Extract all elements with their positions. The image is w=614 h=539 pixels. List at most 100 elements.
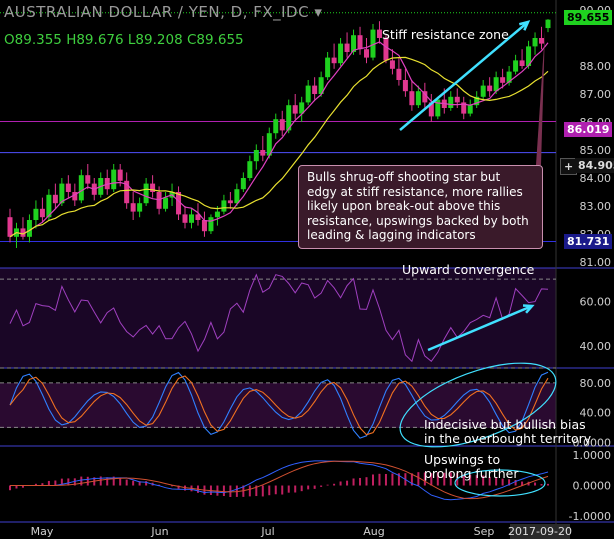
candle-body: [33, 208, 39, 220]
candle-body: [286, 105, 292, 131]
candle-body: [513, 60, 519, 72]
candle-body: [409, 91, 415, 106]
stoch-note-line2: in the overbought territory: [424, 431, 592, 446]
candle-body: [292, 105, 298, 114]
commentary-line: resistance, upswings backed by both: [307, 213, 529, 228]
commentary-box: Bulls shrug-off shooting star but edgy a…: [298, 165, 543, 249]
candle-body: [376, 29, 382, 38]
candle-body: [247, 161, 253, 178]
candle-body: [305, 85, 311, 103]
candle-body: [137, 203, 143, 212]
callout-pointer: [536, 30, 545, 165]
candle-body: [480, 85, 486, 97]
price-tick-label: 83.00: [580, 200, 612, 213]
stoch-band-bg: [0, 383, 556, 428]
candle-body: [331, 57, 337, 64]
price-tick-label: 84.00: [580, 172, 612, 185]
rsi-trend-arrow-head: [522, 304, 535, 314]
candle-body: [467, 105, 473, 114]
candle-body: [201, 220, 207, 232]
candle-body: [143, 183, 149, 204]
candle-body: [325, 57, 331, 78]
candle-body: [26, 220, 32, 237]
ohlc-high: 89.676: [76, 32, 124, 48]
macd-tick-label: -1.0000: [569, 510, 611, 523]
commentary-line: edgy at stiff resistance, more rallies: [307, 184, 523, 199]
stoch-tick-label: 80.00: [580, 377, 612, 390]
candle-body: [273, 119, 279, 134]
ohlc-close: 89.655: [196, 32, 244, 48]
candle-body: [351, 35, 357, 52]
ohlc-open-key: O: [4, 32, 15, 48]
ohlc-low: 89.208: [135, 32, 183, 48]
candle-body: [344, 43, 350, 52]
candle-body: [396, 68, 402, 80]
price-tick-label: 87.00: [580, 88, 612, 101]
candle-body: [474, 96, 480, 106]
candle-body: [532, 38, 538, 47]
candle-body: [78, 175, 84, 201]
ohlc-open: 89.355: [14, 32, 62, 48]
price-tick-label: 85.00: [580, 144, 612, 157]
candle-body: [240, 178, 246, 190]
price-trend-arrow: [399, 21, 529, 131]
stoch-d-line: [9, 375, 549, 436]
rsi-pane-bg: [0, 268, 556, 368]
price-trend-arrow-head: [518, 20, 531, 31]
macd-note-line2: prolong further: [424, 466, 519, 481]
candle-body: [519, 60, 525, 66]
commentary-line: likely upon break-out above this: [307, 199, 501, 213]
ma-slow-line: [9, 56, 549, 238]
candle-body: [72, 192, 78, 201]
candle-body: [260, 150, 266, 156]
candle-body: [318, 77, 324, 94]
candle-body: [454, 96, 460, 103]
x-tick-label: Sep: [474, 525, 495, 538]
candle-body: [415, 91, 421, 106]
candle-body: [39, 208, 45, 218]
stoch-k-line: [9, 371, 549, 439]
candle-body: [188, 214, 194, 223]
candle-body: [20, 228, 26, 237]
macd-note-line1: Upswings to: [424, 452, 501, 467]
candle-body: [214, 211, 220, 218]
candle-body: [46, 194, 52, 218]
level-price-label-2: 81.731: [564, 234, 613, 249]
candle-body: [130, 203, 136, 212]
candle-body: [312, 85, 318, 94]
candle-body: [428, 102, 434, 117]
candle-body: [279, 119, 285, 131]
date-label-bg: [510, 524, 570, 539]
stoch-tick-label: 0.0000: [573, 436, 612, 449]
rsi-tick-label: 60.00: [580, 295, 612, 308]
candle-body: [383, 38, 389, 61]
stoch-highlight-ellipse: [399, 362, 557, 448]
macd-highlight-ellipse: [454, 469, 546, 497]
rsi-note: Upward convergence: [402, 262, 535, 277]
dropdown-chevron-icon[interactable]: ▾: [314, 3, 323, 21]
rsi-tick-label: 40.00: [580, 340, 612, 353]
resistance-zone-note: Stiff resistance zone: [382, 27, 509, 42]
candle-body: [338, 43, 344, 64]
candle-body: [85, 175, 91, 184]
candle-body: [487, 85, 493, 92]
candle-body: [370, 29, 376, 58]
candle-body: [182, 214, 188, 223]
candle-body: [221, 200, 227, 212]
candle-body: [435, 99, 441, 117]
x-tick-label: May: [31, 525, 54, 538]
x-tick-label: Jul: [260, 525, 274, 538]
chart-title-text: AUSTRALIAN DOLLAR / YEN, D, FX_IDC: [4, 3, 310, 21]
candle-body: [364, 49, 370, 58]
candle-body: [506, 71, 512, 83]
macd-line: [10, 460, 549, 501]
candle-body: [539, 38, 545, 44]
x-tick-label: 2017-09-20: [508, 525, 572, 538]
chart-title[interactable]: AUSTRALIAN DOLLAR / YEN, D, FX_IDC ▾: [4, 3, 322, 21]
candle-body: [357, 35, 363, 50]
commentary-line: leading & lagging indicators: [307, 228, 476, 242]
ma-fast-line: [9, 41, 549, 238]
candle-body: [65, 183, 71, 192]
resistance-price-label: 86.019: [564, 122, 613, 137]
